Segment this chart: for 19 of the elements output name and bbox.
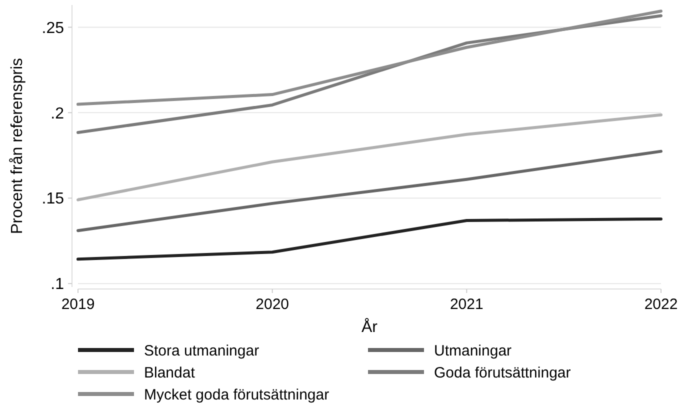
line-series	[76, 150, 662, 232]
x-tick-label: 2022	[644, 296, 678, 313]
y-tick-label: .25	[42, 20, 64, 37]
legend-label: Blandat	[144, 364, 196, 382]
y-tick-label: .15	[42, 190, 64, 208]
line-series	[76, 113, 662, 202]
y-tick-label: .1	[50, 276, 64, 294]
x-axis-title: År	[362, 318, 378, 336]
x-tick-label: 2021	[450, 296, 484, 313]
line-series	[76, 217, 662, 261]
y-tick-label: .2	[50, 105, 64, 122]
legend-label: Stora utmaningar	[144, 342, 260, 360]
legend-label: Utmaningar	[434, 342, 512, 360]
x-tick-label: 2020	[256, 296, 290, 313]
y-axis-title: Procent från referenspris	[9, 58, 26, 234]
line-series	[76, 10, 662, 106]
x-tick-label: 2019	[61, 296, 95, 313]
legend-label: Goda förutsättningar	[434, 364, 571, 382]
legend-label: Mycket goda förutsättningar	[144, 386, 330, 404]
